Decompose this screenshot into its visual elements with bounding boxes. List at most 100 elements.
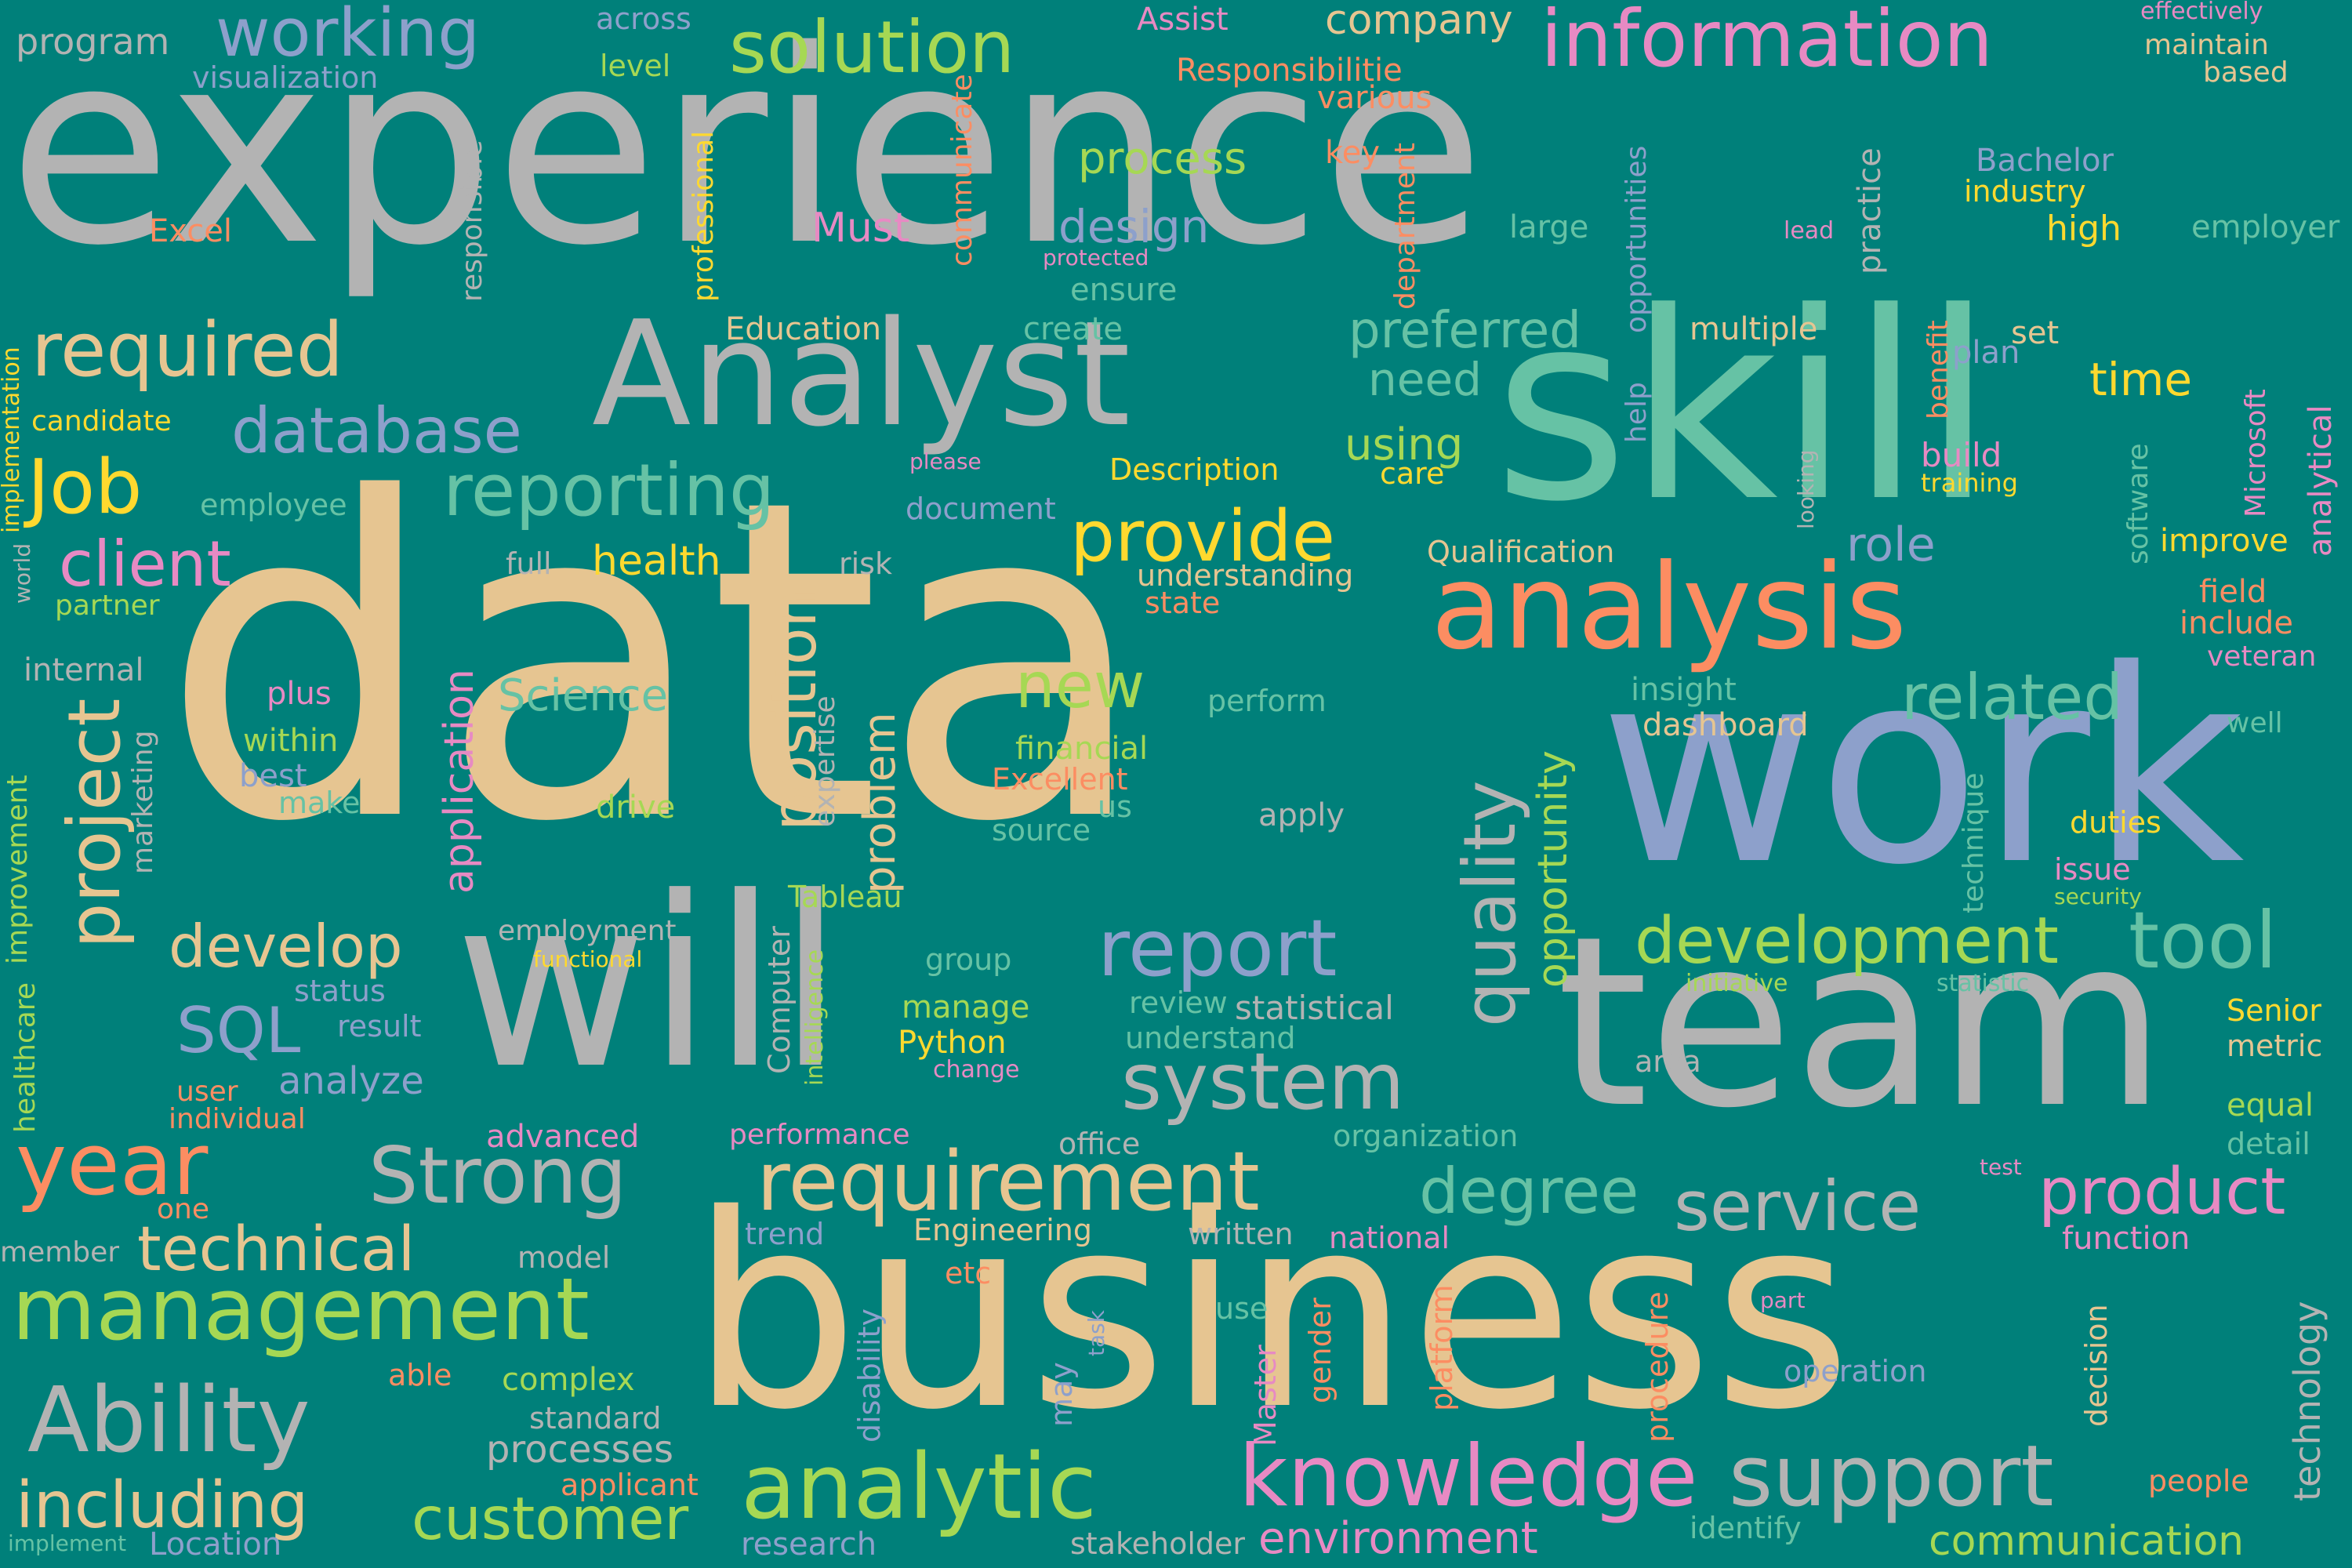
word-include: include: [2180, 605, 2293, 641]
word-member: member: [0, 1236, 120, 1269]
word-microsoft: Microsoft: [2240, 389, 2272, 517]
word-make: make: [278, 786, 361, 820]
word-will: will: [455, 847, 844, 1120]
word-including: including: [16, 1468, 309, 1543]
word-implementation: implementation: [0, 347, 25, 533]
word-gender: gender: [1303, 1298, 1338, 1403]
word-required: required: [31, 307, 344, 394]
word-procedure: procedure: [1640, 1291, 1675, 1443]
word-product: product: [2038, 1155, 2286, 1229]
word-best: best: [239, 758, 307, 794]
word-role: role: [1846, 517, 1936, 572]
word-internal: internal: [24, 652, 144, 688]
word-industry: industry: [1964, 174, 2086, 209]
word-document: document: [906, 492, 1056, 526]
word-customer: customer: [412, 1484, 689, 1553]
word-understanding: understanding: [1137, 558, 1354, 593]
word-related: related: [1901, 661, 2123, 734]
word-expertise: expertise: [809, 695, 841, 827]
word-provide: provide: [1070, 495, 1335, 578]
word-opportunity: opportunity: [1530, 750, 1577, 988]
word-education: Education: [725, 311, 882, 347]
word-year: year: [16, 1114, 209, 1214]
word-within: within: [243, 723, 339, 759]
word-requirement: requirement: [757, 1134, 1260, 1229]
word-preferred: preferred: [1348, 302, 1581, 360]
word-high: high: [2046, 209, 2122, 249]
word-area: area: [1635, 1044, 1701, 1079]
word-sql: SQL: [176, 994, 301, 1067]
word-issue: issue: [2054, 852, 2131, 887]
word-help: help: [1621, 382, 1653, 443]
word-candidate: candidate: [31, 405, 172, 437]
word-national: national: [1329, 1221, 1450, 1255]
word-tableau: Tableau: [788, 880, 902, 914]
word-security: security: [2054, 884, 2142, 909]
word-using: using: [1345, 419, 1464, 470]
word-bachelor: Bachelor: [1976, 143, 2114, 179]
word-company: company: [1325, 0, 1513, 44]
word-test: test: [1980, 1154, 2022, 1180]
word-analytic: analytic: [741, 1435, 1098, 1540]
word-marketing: marketing: [127, 730, 159, 874]
word-written: written: [1188, 1217, 1294, 1251]
word-plan: plan: [1952, 335, 2020, 371]
word-standard: standard: [529, 1401, 662, 1436]
word-equal: equal: [2227, 1087, 2314, 1123]
word-reporting: reporting: [443, 448, 775, 532]
word-training: training: [1921, 468, 2018, 498]
word-apply: apply: [1258, 797, 1345, 833]
word-employer: employer: [2191, 209, 2340, 245]
word-research: research: [741, 1526, 877, 1563]
word-insight: insight: [1631, 672, 1737, 708]
word-data: data: [161, 407, 1150, 918]
word-review: review: [1129, 985, 1228, 1020]
word-risk: risk: [839, 546, 892, 581]
word-department: department: [1389, 143, 1421, 310]
word-technique: technique: [1958, 772, 1990, 913]
word-project: project: [53, 698, 136, 949]
word-skill: skill: [1494, 257, 1994, 558]
word-functional: functional: [533, 946, 643, 972]
word-healthcare: healthcare: [9, 982, 42, 1133]
word-engineering: Engineering: [913, 1213, 1092, 1247]
word-platform: platform: [1425, 1284, 1459, 1411]
word-world: world: [9, 543, 35, 604]
word-description: Description: [1109, 452, 1279, 487]
word-source: source: [992, 813, 1091, 848]
word-performance: performance: [729, 1119, 910, 1151]
word-manage: manage: [902, 989, 1030, 1025]
word-employment: employment: [498, 915, 677, 947]
word-must: Must: [811, 205, 910, 252]
word-quality: quality: [1448, 780, 1532, 1027]
word-function: function: [2062, 1221, 2190, 1257]
word-group: group: [925, 942, 1012, 977]
word-job: Job: [27, 445, 143, 531]
word-process: process: [1078, 133, 1247, 184]
word-solution: solution: [729, 5, 1015, 89]
word-program: program: [16, 20, 170, 63]
word-advanced: advanced: [486, 1119, 640, 1155]
word-us: us: [1098, 789, 1132, 824]
word-may: may: [1044, 1362, 1079, 1427]
word-working: working: [216, 0, 481, 72]
word-partner: partner: [55, 590, 160, 622]
word-science: Science: [498, 670, 669, 721]
word-responsibilitie: Responsibilitie: [1176, 53, 1403, 89]
word-complex: complex: [502, 1362, 635, 1398]
word-processes: processes: [486, 1428, 673, 1472]
word-master: Master: [1248, 1345, 1283, 1446]
word-excel: Excel: [149, 213, 232, 249]
word-understand: understand: [1125, 1021, 1296, 1055]
word-practice: practice: [1852, 147, 1888, 274]
word-drive: drive: [596, 789, 676, 826]
word-part: part: [1760, 1287, 1806, 1313]
word-disability: disability: [852, 1308, 887, 1443]
word-individual: individual: [169, 1103, 306, 1135]
word-assist: Assist: [1137, 2, 1229, 38]
word-people: people: [2148, 1464, 2249, 1498]
word-effectively: effectively: [2140, 0, 2263, 25]
word-excellent: Excellent: [992, 762, 1128, 797]
word-technology: technology: [2286, 1301, 2328, 1501]
word-detail: detail: [2227, 1127, 2310, 1161]
